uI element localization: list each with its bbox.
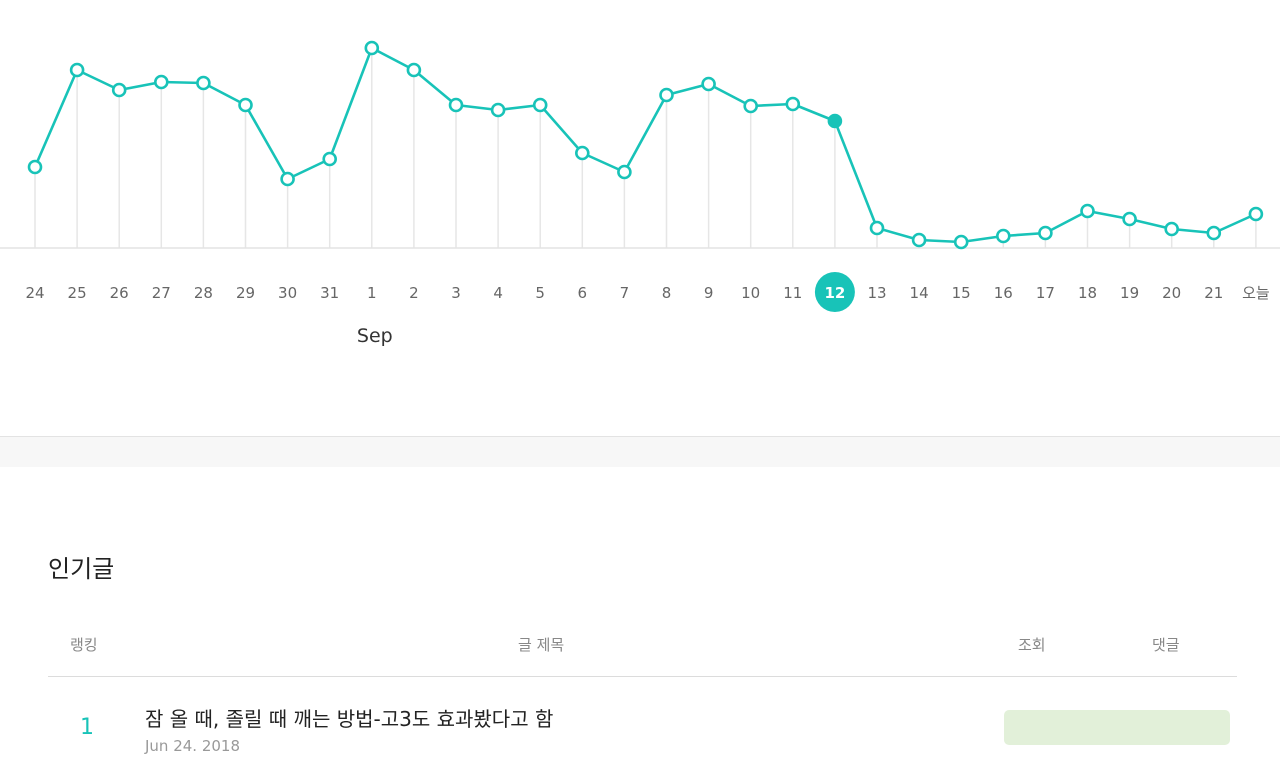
x-tick-label: 9 — [704, 284, 714, 302]
month-label: Sep — [357, 325, 393, 347]
data-point — [490, 102, 506, 118]
column-comments: 댓글 — [1152, 636, 1180, 654]
data-point — [448, 97, 464, 113]
data-point — [406, 62, 422, 78]
x-tick-label: 15 — [952, 284, 971, 302]
x-tick-label: 17 — [1036, 284, 1055, 302]
views-bar — [1004, 710, 1230, 745]
daily-visits-chart: 24 25 26 27 28 29 30 31 1 2 3 4 5 6 7 8 9 10 11 12 13 14 15 16 1… — [0, 40, 1280, 347]
series-line — [33, 46, 1257, 244]
x-tick-label: 27 — [152, 284, 171, 302]
x-tick-label: 24 — [25, 284, 44, 302]
data-point — [953, 234, 969, 250]
post-date: Jun 24. 2018 — [145, 737, 241, 755]
data-point — [111, 82, 127, 98]
x-tick-label: 4 — [493, 284, 503, 302]
data-point — [743, 98, 759, 114]
data-point — [1038, 225, 1053, 241]
data-point — [1206, 225, 1222, 241]
data-point — [701, 76, 716, 92]
x-tick-label: 1 — [367, 284, 377, 302]
x-tick-label: 2 — [409, 284, 419, 302]
data-point — [995, 228, 1011, 244]
x-tick-label: 13 — [867, 284, 886, 302]
data-point — [1248, 206, 1264, 222]
data-point — [154, 74, 169, 90]
x-tick-label: 6 — [578, 284, 588, 302]
x-tick-label: 20 — [1162, 284, 1181, 302]
x-tick-label: 5 — [535, 284, 545, 302]
x-tick-label: 7 — [620, 284, 630, 302]
data-point — [69, 62, 85, 78]
data-point — [1122, 211, 1137, 227]
visits-line-chart: 24 25 26 27 28 29 30 31 1 2 3 4 5 6 7 8 9 10 11 12 13 14 15 16 1… — [0, 40, 1280, 347]
x-tick-label: 30 — [278, 284, 297, 302]
data-point — [27, 159, 43, 175]
data-point — [574, 145, 590, 161]
x-tick-label: 10 — [741, 284, 760, 302]
x-tick-label: 31 — [320, 284, 339, 302]
data-point — [911, 232, 927, 248]
x-tick-label: 28 — [194, 284, 213, 302]
x-tick-label: 29 — [236, 284, 255, 302]
data-point — [659, 87, 674, 103]
table-row[interactable]: 1 잠 올 때, 졸릴 때 깨는 방법-고3도 효과봤다고 함 Jun 24. … — [48, 677, 1237, 767]
x-tick-label: 18 — [1078, 284, 1097, 302]
data-point — [532, 97, 548, 113]
post-title-link[interactable]: 잠 올 때, 졸릴 때 깨는 방법-고3도 효과봤다고 함 — [145, 707, 554, 731]
popular-posts-title: 인기글 — [48, 555, 115, 583]
data-point — [869, 220, 885, 236]
data-point — [1080, 203, 1095, 219]
x-tick-label: 19 — [1120, 284, 1139, 302]
popular-table-header: 랭킹 글 제목 조회 댓글 — [48, 630, 1237, 677]
data-point — [785, 96, 801, 112]
data-point-selected — [827, 113, 843, 129]
section-gap — [0, 437, 1280, 467]
x-tick-label: 12 — [824, 284, 845, 302]
x-tick-label: 14 — [910, 284, 929, 302]
section-divider — [0, 436, 1280, 437]
data-point — [196, 75, 211, 91]
data-point — [322, 151, 338, 167]
column-rank: 랭킹 — [70, 636, 98, 654]
data-point — [1164, 221, 1179, 237]
selected-day-marker — [814, 272, 855, 312]
x-tick-label: 오늘 — [1242, 284, 1270, 302]
x-tick-label: 25 — [68, 284, 87, 302]
x-tick-label: 16 — [994, 284, 1013, 302]
x-tick-label: 8 — [662, 284, 672, 302]
x-tick-label: 21 — [1204, 284, 1223, 302]
x-tick-label: 26 — [110, 284, 129, 302]
data-point — [280, 171, 295, 187]
data-point — [364, 40, 380, 56]
rank-number: 1 — [80, 715, 94, 740]
x-tick-label: 3 — [451, 284, 461, 302]
data-point — [617, 164, 632, 180]
column-title: 글 제목 — [518, 636, 565, 654]
data-point — [238, 97, 253, 113]
column-views: 조회 — [1018, 636, 1046, 654]
x-tick-label: 11 — [783, 284, 802, 302]
